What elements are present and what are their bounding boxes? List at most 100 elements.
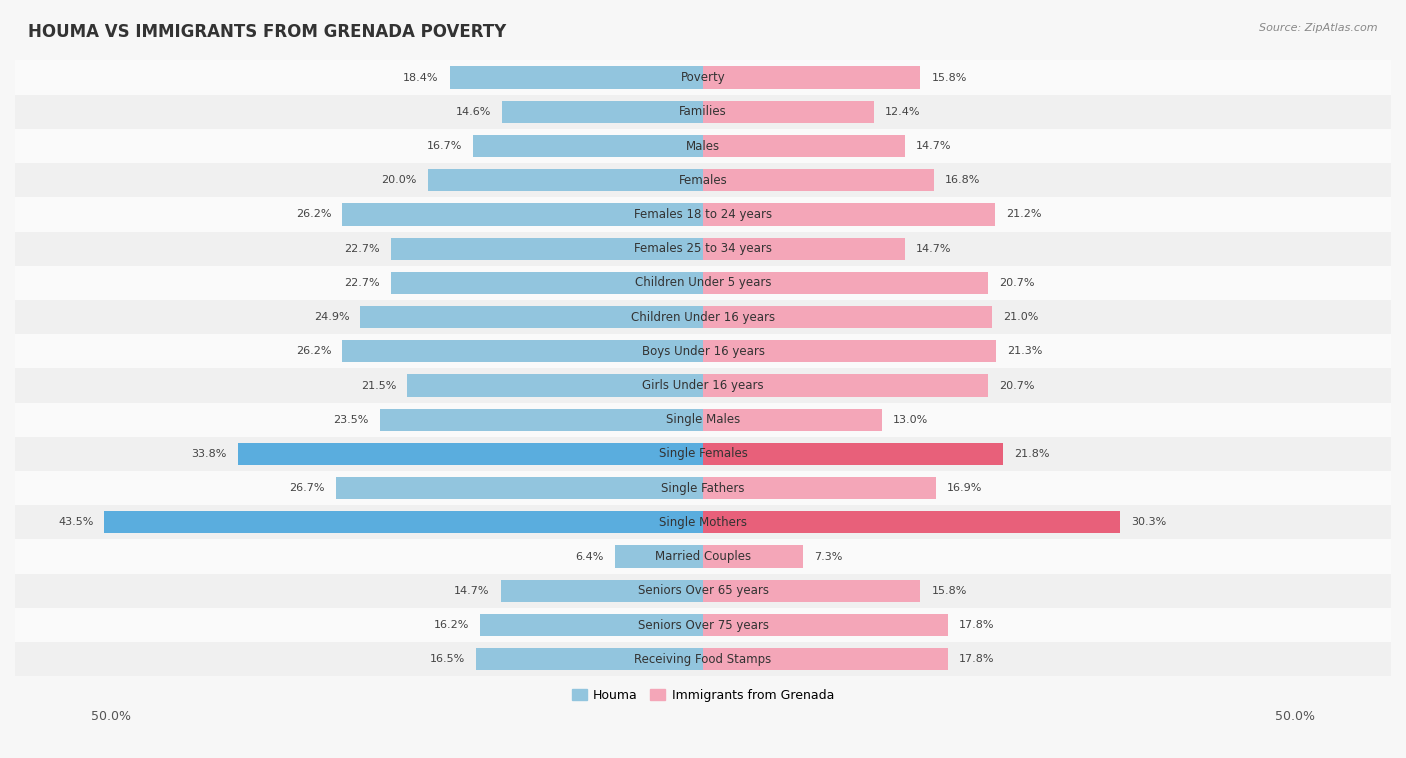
Text: 23.5%: 23.5% <box>333 415 368 424</box>
Text: 26.7%: 26.7% <box>290 483 325 493</box>
Text: 14.7%: 14.7% <box>454 586 489 596</box>
Bar <box>703 580 921 602</box>
Bar <box>343 203 703 226</box>
Text: HOUMA VS IMMIGRANTS FROM GRENADA POVERTY: HOUMA VS IMMIGRANTS FROM GRENADA POVERTY <box>28 23 506 41</box>
Bar <box>15 129 1391 163</box>
Text: 30.3%: 30.3% <box>1130 518 1166 528</box>
Text: Single Fathers: Single Fathers <box>661 481 745 495</box>
Text: 16.8%: 16.8% <box>945 175 980 185</box>
Text: 14.6%: 14.6% <box>456 107 491 117</box>
Bar <box>501 580 703 602</box>
Bar <box>408 374 703 396</box>
Text: 21.2%: 21.2% <box>1005 209 1042 220</box>
Bar <box>703 614 948 636</box>
Bar <box>15 61 1391 95</box>
Text: 16.7%: 16.7% <box>427 141 463 151</box>
Bar <box>703 477 935 500</box>
Text: Children Under 5 years: Children Under 5 years <box>634 277 772 290</box>
Text: 50.0%: 50.0% <box>91 709 131 723</box>
Bar <box>703 135 905 157</box>
Bar <box>477 648 703 670</box>
Text: Children Under 16 years: Children Under 16 years <box>631 311 775 324</box>
Bar <box>15 574 1391 608</box>
Bar <box>703 237 905 260</box>
Text: 24.9%: 24.9% <box>314 312 349 322</box>
Text: 17.8%: 17.8% <box>959 654 994 664</box>
Text: Receiving Food Stamps: Receiving Food Stamps <box>634 653 772 666</box>
Text: 22.7%: 22.7% <box>344 243 380 254</box>
Text: 18.4%: 18.4% <box>404 73 439 83</box>
Bar <box>703 443 1002 465</box>
Bar <box>15 266 1391 300</box>
Text: Single Females: Single Females <box>658 447 748 460</box>
Text: Married Couples: Married Couples <box>655 550 751 563</box>
Bar <box>15 506 1391 540</box>
Bar <box>360 306 703 328</box>
Text: 12.4%: 12.4% <box>884 107 920 117</box>
Text: 14.7%: 14.7% <box>917 141 952 151</box>
Text: Source: ZipAtlas.com: Source: ZipAtlas.com <box>1260 23 1378 33</box>
Text: 21.3%: 21.3% <box>1007 346 1042 356</box>
Bar <box>703 546 803 568</box>
Bar <box>15 402 1391 437</box>
Text: 7.3%: 7.3% <box>814 552 842 562</box>
Bar <box>450 67 703 89</box>
Text: 26.2%: 26.2% <box>297 209 332 220</box>
Bar <box>703 340 995 362</box>
Bar <box>474 135 703 157</box>
Bar <box>703 409 882 431</box>
Bar <box>703 648 948 670</box>
Text: 15.8%: 15.8% <box>931 586 967 596</box>
Text: 15.8%: 15.8% <box>931 73 967 83</box>
Text: 21.0%: 21.0% <box>1002 312 1039 322</box>
Text: 16.2%: 16.2% <box>433 620 470 630</box>
Bar <box>703 374 988 396</box>
Bar <box>15 608 1391 642</box>
Text: Families: Families <box>679 105 727 118</box>
Bar <box>502 101 703 123</box>
Text: Girls Under 16 years: Girls Under 16 years <box>643 379 763 392</box>
Bar <box>15 334 1391 368</box>
Text: 6.4%: 6.4% <box>575 552 605 562</box>
Bar <box>104 511 703 534</box>
Text: 20.7%: 20.7% <box>998 381 1035 390</box>
Bar <box>479 614 703 636</box>
Text: Boys Under 16 years: Boys Under 16 years <box>641 345 765 358</box>
Bar <box>391 272 703 294</box>
Bar <box>15 642 1391 676</box>
Text: 33.8%: 33.8% <box>191 449 226 459</box>
Bar <box>703 203 994 226</box>
Text: 20.7%: 20.7% <box>998 278 1035 288</box>
Text: Females: Females <box>679 174 727 186</box>
Text: Seniors Over 65 years: Seniors Over 65 years <box>637 584 769 597</box>
Text: 21.5%: 21.5% <box>361 381 396 390</box>
Text: 16.9%: 16.9% <box>946 483 981 493</box>
Bar <box>238 443 703 465</box>
Text: 20.0%: 20.0% <box>381 175 416 185</box>
Bar <box>703 511 1121 534</box>
Text: Seniors Over 75 years: Seniors Over 75 years <box>637 619 769 631</box>
Bar <box>703 101 873 123</box>
Bar <box>391 237 703 260</box>
Text: Poverty: Poverty <box>681 71 725 84</box>
Bar <box>15 163 1391 197</box>
Bar <box>703 306 993 328</box>
Text: 13.0%: 13.0% <box>893 415 928 424</box>
Bar <box>15 231 1391 266</box>
Bar <box>15 300 1391 334</box>
Text: Females 18 to 24 years: Females 18 to 24 years <box>634 208 772 221</box>
Bar <box>343 340 703 362</box>
Text: 21.8%: 21.8% <box>1014 449 1049 459</box>
Bar <box>703 272 988 294</box>
Bar <box>15 368 1391 402</box>
Text: 14.7%: 14.7% <box>917 243 952 254</box>
Text: 43.5%: 43.5% <box>58 518 93 528</box>
Text: Males: Males <box>686 139 720 152</box>
Text: Females 25 to 34 years: Females 25 to 34 years <box>634 242 772 255</box>
Text: 50.0%: 50.0% <box>1275 709 1315 723</box>
Bar <box>15 197 1391 231</box>
Text: 17.8%: 17.8% <box>959 620 994 630</box>
Text: Single Mothers: Single Mothers <box>659 516 747 529</box>
Bar <box>703 169 934 191</box>
Bar <box>614 546 703 568</box>
